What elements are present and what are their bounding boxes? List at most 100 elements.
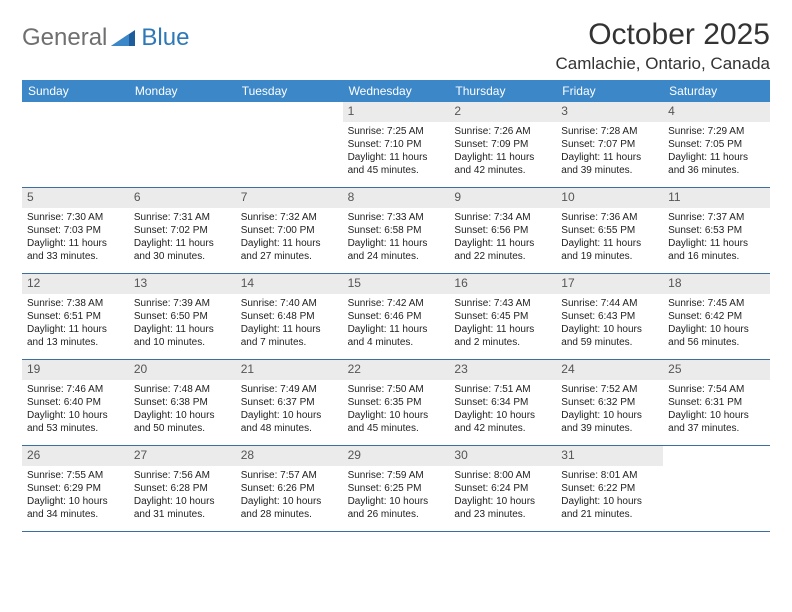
daylight-text-2: and 22 minutes. xyxy=(454,250,551,263)
day-number: 9 xyxy=(449,188,556,208)
day-body: Sunrise: 7:57 AMSunset: 6:26 PMDaylight:… xyxy=(236,466,343,525)
day-body: Sunrise: 7:33 AMSunset: 6:58 PMDaylight:… xyxy=(343,208,450,267)
day-number: 18 xyxy=(663,274,770,294)
day-body: Sunrise: 7:39 AMSunset: 6:50 PMDaylight:… xyxy=(129,294,236,353)
day-cell: 8Sunrise: 7:33 AMSunset: 6:58 PMDaylight… xyxy=(343,188,450,273)
day-number: 21 xyxy=(236,360,343,380)
day-body: Sunrise: 7:37 AMSunset: 6:53 PMDaylight:… xyxy=(663,208,770,267)
sunset-text: Sunset: 6:45 PM xyxy=(454,310,551,323)
sunset-text: Sunset: 6:55 PM xyxy=(561,224,658,237)
sunset-text: Sunset: 6:25 PM xyxy=(348,482,445,495)
day-number: 31 xyxy=(556,446,663,466)
daylight-text-1: Daylight: 10 hours xyxy=(561,409,658,422)
day-body: Sunrise: 7:34 AMSunset: 6:56 PMDaylight:… xyxy=(449,208,556,267)
daylight-text-2: and 4 minutes. xyxy=(348,336,445,349)
day-number: 6 xyxy=(129,188,236,208)
day-number: 12 xyxy=(22,274,129,294)
day-cell: 4Sunrise: 7:29 AMSunset: 7:05 PMDaylight… xyxy=(663,102,770,187)
day-cell: 17Sunrise: 7:44 AMSunset: 6:43 PMDayligh… xyxy=(556,274,663,359)
daylight-text-2: and 30 minutes. xyxy=(134,250,231,263)
sunset-text: Sunset: 6:29 PM xyxy=(27,482,124,495)
day-number: 2 xyxy=(449,102,556,122)
day-number: 29 xyxy=(343,446,450,466)
daylight-text-2: and 19 minutes. xyxy=(561,250,658,263)
daylight-text-2: and 33 minutes. xyxy=(27,250,124,263)
day-body: Sunrise: 7:43 AMSunset: 6:45 PMDaylight:… xyxy=(449,294,556,353)
sunset-text: Sunset: 6:31 PM xyxy=(668,396,765,409)
daylight-text-2: and 45 minutes. xyxy=(348,422,445,435)
day-cell: 12Sunrise: 7:38 AMSunset: 6:51 PMDayligh… xyxy=(22,274,129,359)
sunrise-text: Sunrise: 7:57 AM xyxy=(241,469,338,482)
weekday-header: Thursday xyxy=(449,80,556,102)
weekday-header: Monday xyxy=(129,80,236,102)
sunrise-text: Sunrise: 7:50 AM xyxy=(348,383,445,396)
sunset-text: Sunset: 6:38 PM xyxy=(134,396,231,409)
daylight-text-2: and 37 minutes. xyxy=(668,422,765,435)
sunset-text: Sunset: 7:09 PM xyxy=(454,138,551,151)
weekday-header-row: SundayMondayTuesdayWednesdayThursdayFrid… xyxy=(22,80,770,102)
week-row: 19Sunrise: 7:46 AMSunset: 6:40 PMDayligh… xyxy=(22,360,770,446)
daylight-text-2: and 7 minutes. xyxy=(241,336,338,349)
daylight-text-1: Daylight: 11 hours xyxy=(241,323,338,336)
day-body: Sunrise: 7:25 AMSunset: 7:10 PMDaylight:… xyxy=(343,122,450,181)
sunrise-text: Sunrise: 7:31 AM xyxy=(134,211,231,224)
weekday-header: Sunday xyxy=(22,80,129,102)
daylight-text-1: Daylight: 11 hours xyxy=(27,323,124,336)
daylight-text-2: and 28 minutes. xyxy=(241,508,338,521)
day-number: 1 xyxy=(343,102,450,122)
empty-day-cell xyxy=(663,446,770,531)
day-cell: 23Sunrise: 7:51 AMSunset: 6:34 PMDayligh… xyxy=(449,360,556,445)
logo-flag-icon xyxy=(111,28,137,48)
day-number: 11 xyxy=(663,188,770,208)
day-cell: 13Sunrise: 7:39 AMSunset: 6:50 PMDayligh… xyxy=(129,274,236,359)
title-block: October 2025 Camlachie, Ontario, Canada xyxy=(555,18,770,74)
sunrise-text: Sunrise: 7:40 AM xyxy=(241,297,338,310)
sunrise-text: Sunrise: 7:25 AM xyxy=(348,125,445,138)
sunset-text: Sunset: 7:02 PM xyxy=(134,224,231,237)
daylight-text-2: and 42 minutes. xyxy=(454,422,551,435)
sunset-text: Sunset: 7:07 PM xyxy=(561,138,658,151)
daylight-text-1: Daylight: 10 hours xyxy=(348,409,445,422)
day-body: Sunrise: 7:28 AMSunset: 7:07 PMDaylight:… xyxy=(556,122,663,181)
daylight-text-1: Daylight: 11 hours xyxy=(561,237,658,250)
daylight-text-1: Daylight: 10 hours xyxy=(668,409,765,422)
logo: General Blue xyxy=(22,18,189,52)
day-body: Sunrise: 7:49 AMSunset: 6:37 PMDaylight:… xyxy=(236,380,343,439)
empty-day-cell xyxy=(129,102,236,187)
day-cell: 1Sunrise: 7:25 AMSunset: 7:10 PMDaylight… xyxy=(343,102,450,187)
day-body: Sunrise: 8:00 AMSunset: 6:24 PMDaylight:… xyxy=(449,466,556,525)
day-cell: 22Sunrise: 7:50 AMSunset: 6:35 PMDayligh… xyxy=(343,360,450,445)
sunset-text: Sunset: 6:28 PM xyxy=(134,482,231,495)
day-cell: 31Sunrise: 8:01 AMSunset: 6:22 PMDayligh… xyxy=(556,446,663,531)
daylight-text-1: Daylight: 11 hours xyxy=(27,237,124,250)
daylight-text-2: and 2 minutes. xyxy=(454,336,551,349)
sunset-text: Sunset: 6:34 PM xyxy=(454,396,551,409)
day-cell: 19Sunrise: 7:46 AMSunset: 6:40 PMDayligh… xyxy=(22,360,129,445)
sunrise-text: Sunrise: 8:01 AM xyxy=(561,469,658,482)
weeks-container: 1Sunrise: 7:25 AMSunset: 7:10 PMDaylight… xyxy=(22,102,770,532)
daylight-text-1: Daylight: 10 hours xyxy=(134,409,231,422)
daylight-text-2: and 16 minutes. xyxy=(668,250,765,263)
day-cell: 16Sunrise: 7:43 AMSunset: 6:45 PMDayligh… xyxy=(449,274,556,359)
day-number: 8 xyxy=(343,188,450,208)
day-number: 16 xyxy=(449,274,556,294)
day-number: 4 xyxy=(663,102,770,122)
day-number: 15 xyxy=(343,274,450,294)
day-body: Sunrise: 7:42 AMSunset: 6:46 PMDaylight:… xyxy=(343,294,450,353)
location-text: Camlachie, Ontario, Canada xyxy=(555,54,770,74)
day-body: Sunrise: 7:29 AMSunset: 7:05 PMDaylight:… xyxy=(663,122,770,181)
sunrise-text: Sunrise: 7:42 AM xyxy=(348,297,445,310)
day-number: 5 xyxy=(22,188,129,208)
sunset-text: Sunset: 6:26 PM xyxy=(241,482,338,495)
day-body: Sunrise: 7:30 AMSunset: 7:03 PMDaylight:… xyxy=(22,208,129,267)
daylight-text-1: Daylight: 11 hours xyxy=(134,323,231,336)
month-title: October 2025 xyxy=(555,18,770,52)
day-cell: 25Sunrise: 7:54 AMSunset: 6:31 PMDayligh… xyxy=(663,360,770,445)
weekday-header: Wednesday xyxy=(343,80,450,102)
day-cell: 6Sunrise: 7:31 AMSunset: 7:02 PMDaylight… xyxy=(129,188,236,273)
sunset-text: Sunset: 7:05 PM xyxy=(668,138,765,151)
header-row: General Blue October 2025 Camlachie, Ont… xyxy=(22,18,770,74)
weekday-header: Friday xyxy=(556,80,663,102)
day-body: Sunrise: 8:01 AMSunset: 6:22 PMDaylight:… xyxy=(556,466,663,525)
daylight-text-2: and 59 minutes. xyxy=(561,336,658,349)
